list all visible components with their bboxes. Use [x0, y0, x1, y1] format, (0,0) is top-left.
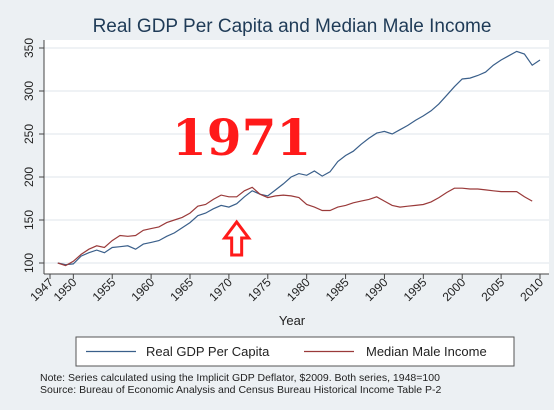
note-text: Note: Series calculated using the Implic… — [40, 372, 440, 384]
x-tick-label: 2005 — [478, 275, 507, 304]
x-axis-label: Year — [279, 313, 306, 328]
series-line-gdp — [57, 50, 541, 266]
y-tick-label: 300 — [22, 81, 36, 101]
y-tick-label: 100 — [22, 253, 36, 273]
y-tick-label: 200 — [22, 167, 36, 187]
series-line-income — [57, 186, 533, 267]
y-tick-label: 150 — [22, 210, 36, 230]
legend-label-income: Median Male Income — [366, 344, 487, 359]
y-tick-label: 350 — [22, 38, 36, 58]
series-lines — [57, 50, 541, 267]
legend — [75, 336, 515, 367]
chart-title: Real GDP Per Capita and Median Male Inco… — [93, 16, 492, 37]
x-tick-label: 1955 — [90, 275, 119, 304]
x-tick-label: 2010 — [517, 275, 546, 304]
x-tick-label: 1960 — [128, 275, 157, 304]
annotation-label: 1971 — [172, 108, 311, 167]
x-tick-label: 1970 — [206, 275, 235, 304]
legend-label-gdp: Real GDP Per Capita — [146, 344, 270, 359]
x-tick-label: 1995 — [401, 275, 430, 304]
source-text: Source: Bureau of Economic Analysis and … — [40, 384, 442, 396]
x-tick-label: 1947 — [27, 275, 56, 304]
x-tick-label: 1950 — [51, 275, 80, 304]
annotation-arrow-icon — [221, 219, 252, 257]
gridlines — [44, 47, 549, 264]
x-tick-label: 1985 — [323, 275, 352, 304]
x-tick-label: 1975 — [245, 275, 274, 304]
x-tick-label: 1980 — [284, 275, 313, 304]
y-axis: 100 150 200 250 300 350 — [22, 38, 44, 273]
x-tick-label: 1965 — [167, 275, 196, 304]
x-tick-label: 1990 — [362, 275, 391, 304]
x-tick-label: 2000 — [440, 275, 469, 304]
y-tick-label: 250 — [22, 124, 36, 144]
